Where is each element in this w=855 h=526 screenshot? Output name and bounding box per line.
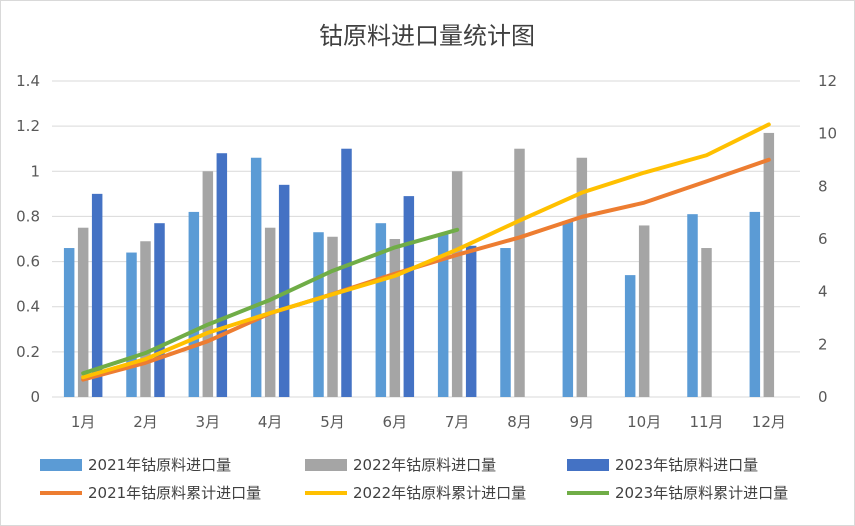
bar (638, 225, 650, 397)
bar (437, 234, 449, 397)
bar (389, 239, 401, 397)
legend-label: 2023年钴原料累计进口量 (615, 484, 788, 502)
x-tick-label: 1月 (71, 413, 96, 431)
bar (749, 211, 761, 397)
bar (341, 148, 352, 397)
bar (216, 153, 228, 397)
bar (77, 227, 89, 397)
bar (91, 193, 103, 397)
bar (403, 196, 415, 397)
bar (140, 241, 151, 397)
bar (375, 223, 387, 397)
y-right-tick-label: 6 (818, 230, 828, 248)
bar (278, 184, 290, 397)
y-left-tick-label: 0.8 (16, 207, 40, 225)
y-right-tick-label: 8 (818, 177, 828, 195)
y-right-tick-label: 4 (818, 283, 828, 301)
bar (576, 157, 588, 397)
bar (154, 223, 165, 397)
x-tick-label: 12月 (752, 413, 786, 431)
legend-swatch (567, 459, 609, 471)
x-tick-label: 8月 (507, 413, 532, 431)
bar (250, 157, 262, 397)
legend-label: 2021年钴原料进口量 (88, 456, 231, 474)
y-right-tick-label: 10 (818, 125, 837, 143)
x-tick-label: 2月 (133, 413, 158, 431)
series-line (81, 122, 771, 380)
legend-label: 2023年钴原料进口量 (615, 456, 758, 474)
bar (687, 214, 698, 397)
y-left-tick-label: 0.6 (16, 253, 40, 271)
y-left-tick-label: 1.2 (16, 117, 40, 135)
x-tick-label: 6月 (383, 413, 408, 431)
x-tick-label: 10月 (627, 413, 661, 431)
bar (465, 245, 477, 397)
bar (701, 248, 712, 397)
bar (562, 220, 574, 397)
legend-label: 2021年钴原料累计进口量 (88, 484, 261, 502)
x-tick-label: 4月 (258, 413, 283, 431)
legend-swatch (40, 459, 82, 471)
bar (63, 248, 75, 397)
chart-title: 钴原料进口量统计图 (319, 22, 535, 50)
bar (500, 248, 511, 397)
y-left-tick-label: 1 (30, 162, 40, 180)
y-left-tick-label: 0 (30, 388, 40, 406)
y-left-tick-label: 0.4 (16, 298, 40, 316)
bar (514, 148, 525, 397)
legend-label: 2022年钴原料进口量 (353, 456, 496, 474)
bar (451, 171, 463, 397)
bar (763, 132, 775, 397)
legend-label: 2022年钴原料累计进口量 (353, 484, 526, 502)
bar (202, 171, 214, 397)
series-line (81, 227, 460, 376)
legend-swatch (305, 459, 347, 471)
y-right-tick-label: 2 (818, 335, 828, 353)
x-tick-label: 9月 (570, 413, 595, 431)
x-tick-label: 7月 (445, 413, 470, 431)
y-right-tick-label: 0 (818, 388, 828, 406)
bar (624, 275, 636, 397)
y-left-tick-label: 1.4 (16, 72, 40, 90)
x-tick-label: 5月 (320, 413, 345, 431)
x-tick-label: 3月 (196, 413, 221, 431)
bar (313, 232, 324, 397)
y-right-tick-label: 12 (818, 72, 837, 90)
series-line (81, 157, 771, 382)
x-tick-label: 11月 (689, 413, 723, 431)
y-left-tick-label: 0.2 (16, 343, 40, 361)
bar (327, 236, 338, 397)
bar (126, 252, 137, 397)
bar (188, 211, 200, 397)
